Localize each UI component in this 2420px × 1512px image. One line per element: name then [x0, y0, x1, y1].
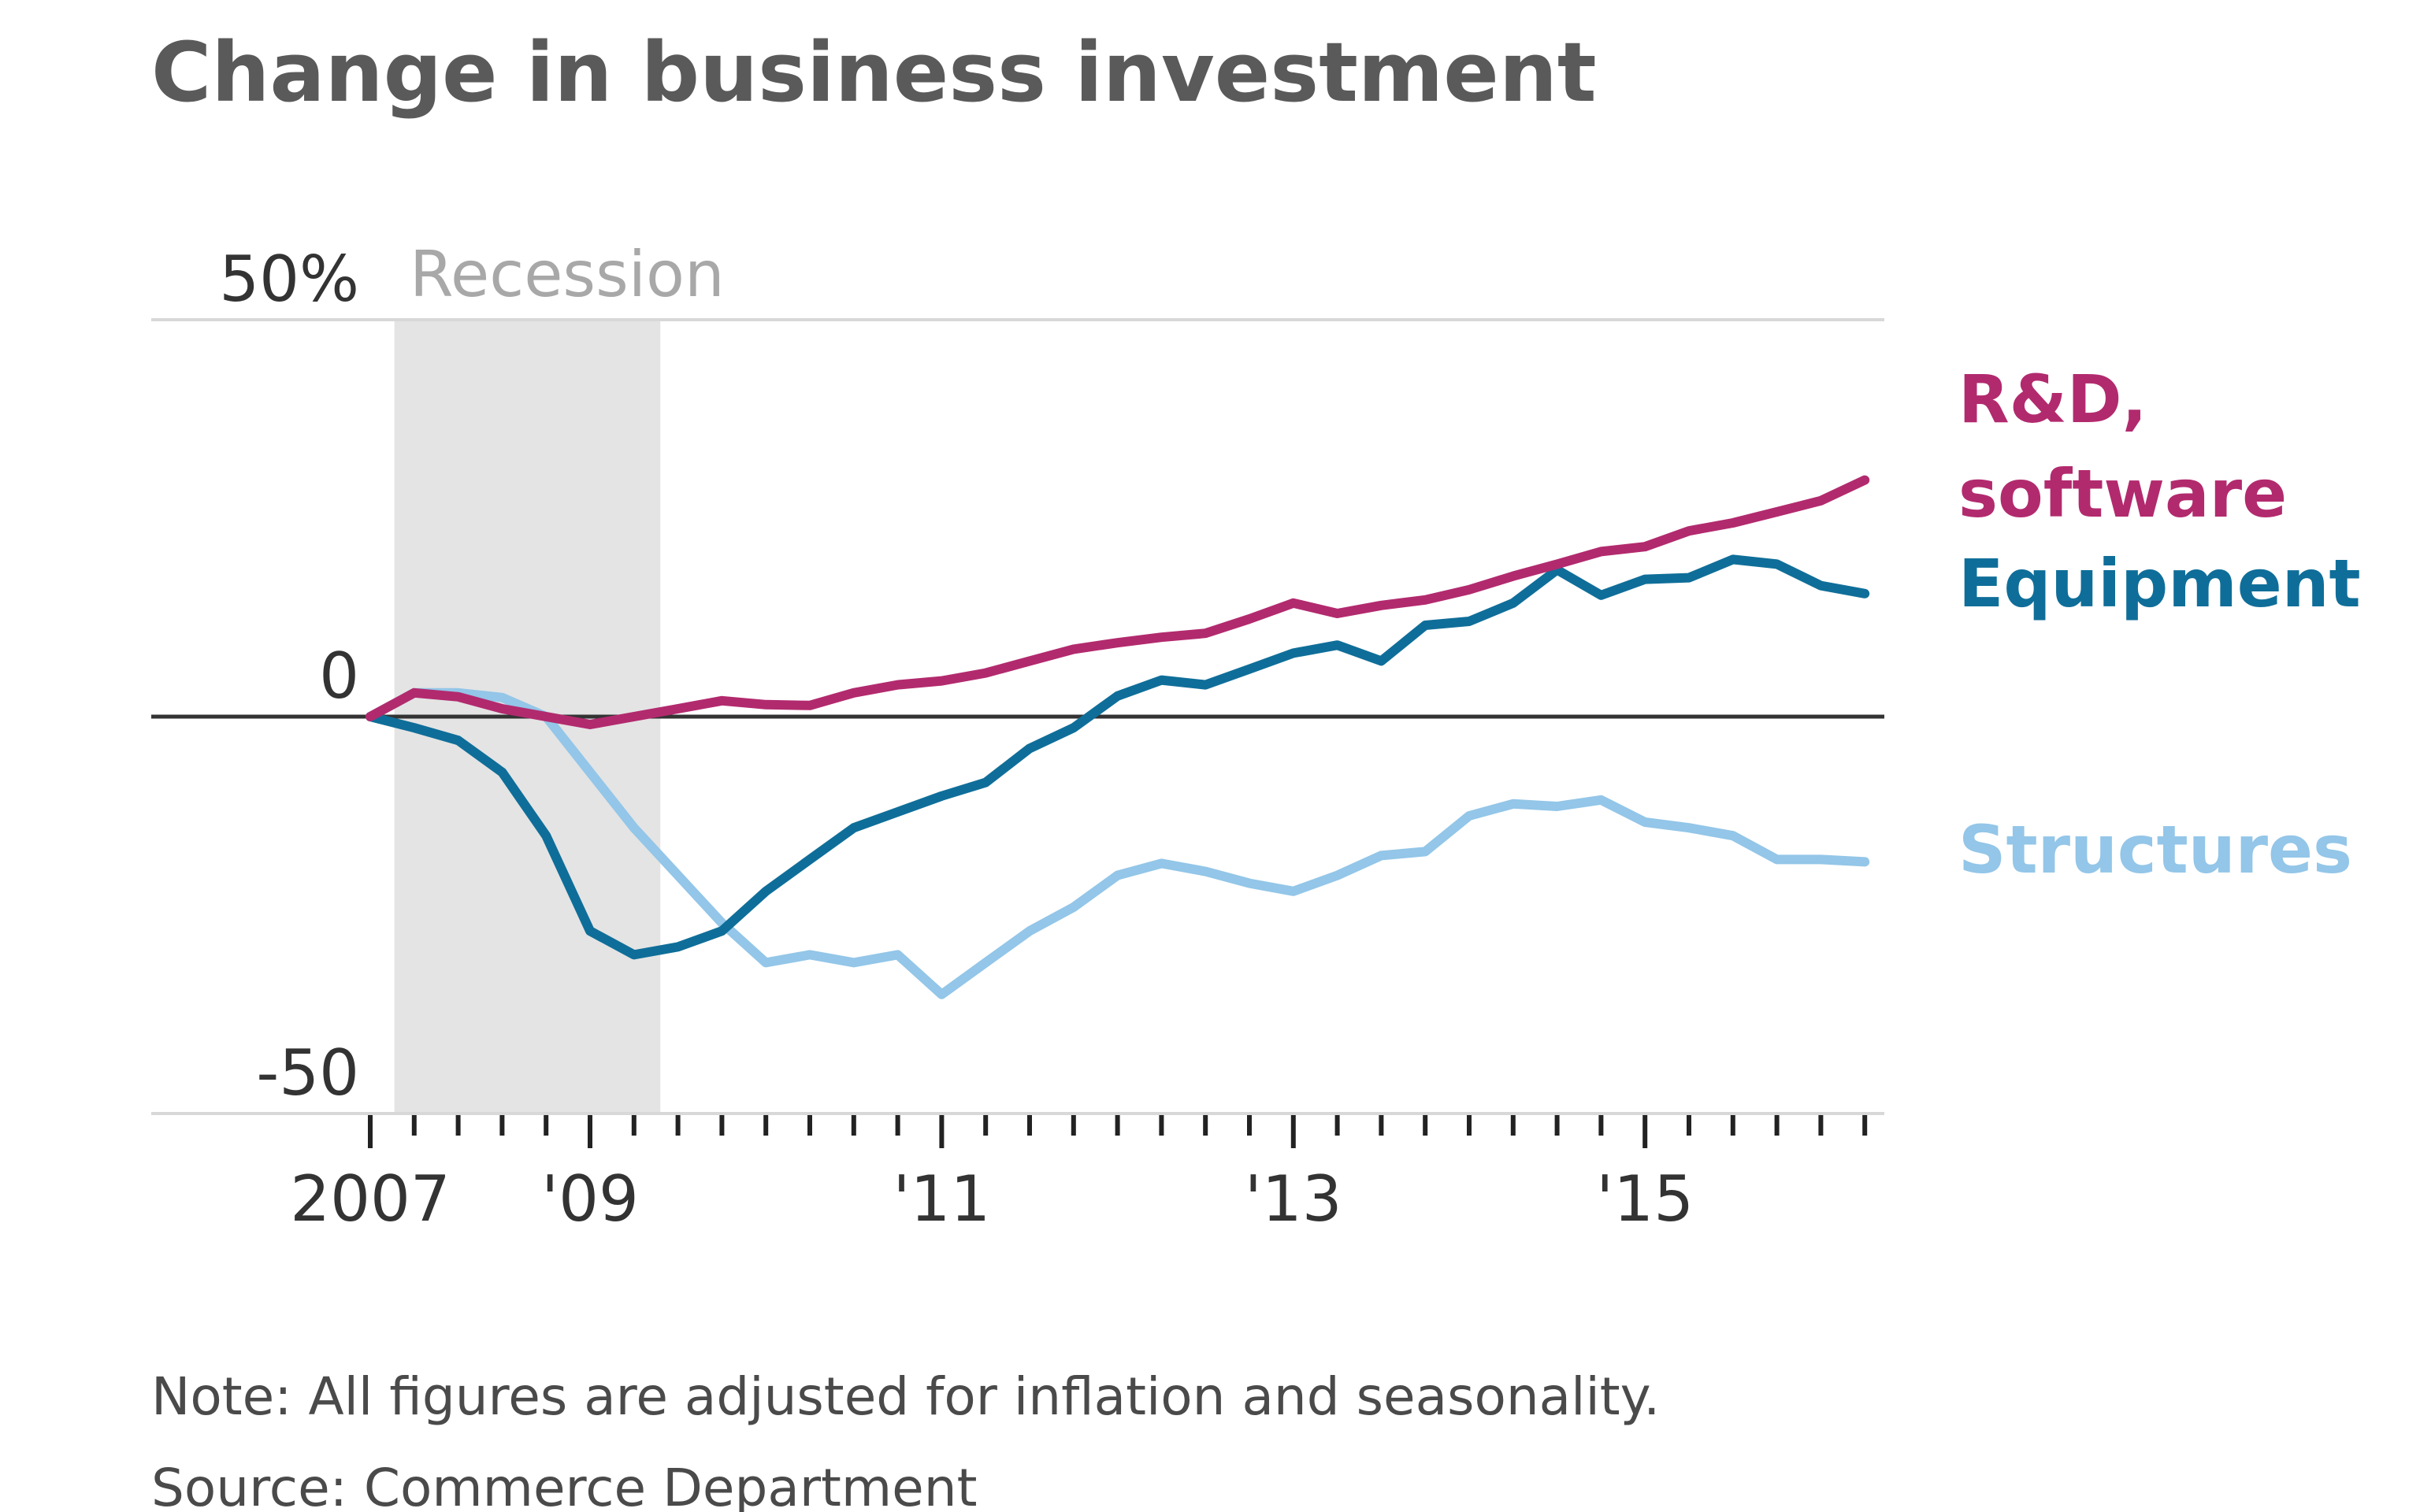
note-text: Note: All figures are adjusted for infla…: [151, 1366, 1660, 1427]
y-tick-label: 50%: [219, 243, 359, 316]
x-tick-label: '09: [541, 1162, 639, 1236]
series-label: R&D,: [1958, 361, 2147, 438]
chart-title: Change in business investment: [151, 24, 1597, 120]
x-tick-label: '11: [893, 1162, 991, 1236]
series-line-r-d-software: [366, 475, 1870, 729]
x-tick-label: '15: [1596, 1162, 1694, 1236]
recession-label: Recession: [410, 238, 725, 311]
series-label: Equipment: [1958, 545, 2361, 622]
series-label: software: [1958, 455, 2287, 532]
y-tick-label: -50: [256, 1036, 359, 1110]
series-line-structures: [366, 687, 1870, 999]
x-tick-label: 2007: [290, 1162, 451, 1236]
y-tick-label: 0: [319, 639, 359, 713]
source-text: Source: Commerce Department: [151, 1458, 978, 1512]
series-line-equipment: [366, 554, 1870, 960]
x-tick-label: '13: [1245, 1162, 1342, 1236]
series-label: Structures: [1958, 811, 2352, 888]
